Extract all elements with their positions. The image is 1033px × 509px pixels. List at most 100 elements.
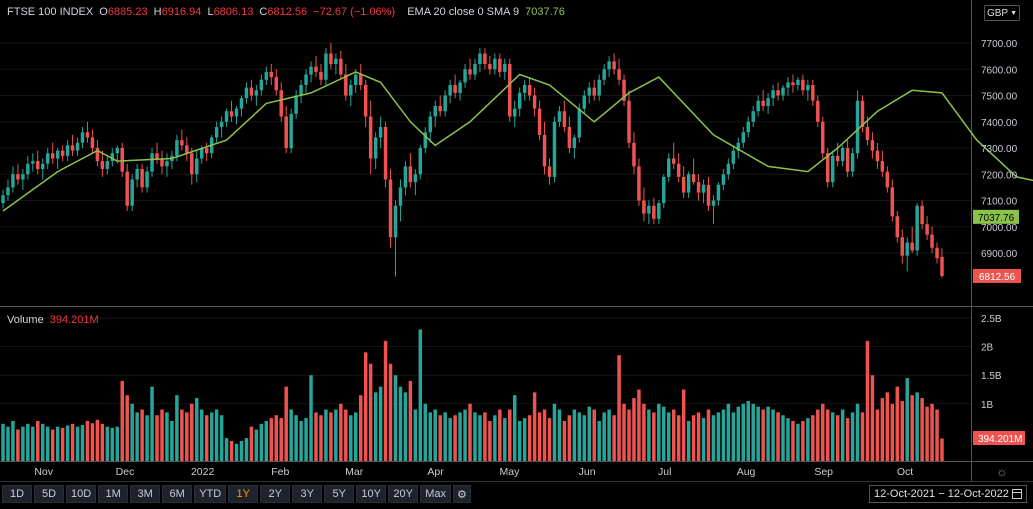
volume-bar[interactable] [741, 403, 746, 461]
candle-body[interactable] [309, 66, 313, 75]
candle-body[interactable] [512, 108, 517, 117]
candle-body[interactable] [791, 82, 795, 85]
volume-bar[interactable] [229, 440, 234, 461]
volume-bar[interactable] [562, 420, 567, 461]
volume-bar[interactable] [557, 409, 562, 461]
candle-body[interactable] [880, 161, 885, 172]
volume-bar[interactable] [289, 409, 293, 461]
volume-bar[interactable] [60, 427, 65, 461]
volume-bar[interactable] [175, 395, 179, 461]
candle-body[interactable] [592, 87, 596, 96]
range-button-5y[interactable]: 5Y [324, 485, 355, 503]
volume-bar[interactable] [478, 415, 482, 461]
volume-bar[interactable] [403, 392, 408, 461]
candle-body[interactable] [468, 69, 472, 75]
volume-bar[interactable] [696, 412, 701, 461]
volume-bar[interactable] [830, 412, 835, 461]
candle-body[interactable] [60, 150, 65, 156]
volume-bar[interactable] [408, 380, 413, 461]
candle-body[interactable] [557, 111, 562, 122]
candle-body[interactable] [428, 116, 433, 133]
candle-body[interactable] [204, 148, 209, 154]
candle-body[interactable] [567, 127, 572, 148]
volume-bar[interactable] [438, 415, 442, 461]
candle-body[interactable] [344, 74, 348, 96]
candle-body[interactable] [587, 87, 591, 96]
volume-bar[interactable] [676, 415, 681, 461]
candle-body[interactable] [418, 148, 423, 175]
candle-body[interactable] [45, 153, 50, 164]
candle-body[interactable] [736, 142, 741, 151]
volume-bar[interactable] [383, 340, 388, 461]
range-button-1y[interactable]: 1Y [228, 485, 259, 503]
volume-bar[interactable] [309, 375, 313, 461]
candle-body[interactable] [264, 71, 269, 80]
volume-bar[interactable] [339, 403, 343, 461]
volume-bar[interactable] [349, 415, 353, 461]
volume-bar[interactable] [940, 438, 944, 461]
volume-bar[interactable] [602, 412, 606, 461]
candle-body[interactable] [383, 127, 388, 180]
candle-body[interactable] [801, 79, 805, 91]
volume-bar[interactable] [125, 395, 129, 461]
candle-body[interactable] [388, 179, 393, 238]
candle-body[interactable] [657, 203, 661, 219]
candle-body[interactable] [219, 121, 224, 127]
volume-bar[interactable] [80, 424, 85, 461]
volume-bar[interactable] [185, 412, 189, 461]
volume-bar[interactable] [413, 409, 418, 461]
candle-body[interactable] [517, 92, 522, 109]
date-range-field[interactable]: 12-Oct-2021 − 12-Oct-2022 [869, 485, 1027, 503]
candle-body[interactable] [195, 158, 199, 175]
candle-body[interactable] [542, 134, 547, 167]
candle-body[interactable] [393, 205, 398, 238]
volume-bar[interactable] [498, 409, 502, 461]
range-button-20y[interactable]: 20Y [388, 485, 419, 503]
volume-bar[interactable] [279, 418, 283, 461]
candle-body[interactable] [771, 90, 775, 99]
candle-body[interactable] [140, 169, 144, 188]
volume-bar[interactable] [706, 409, 711, 461]
volume-bar[interactable] [781, 415, 785, 461]
volume-bar[interactable] [860, 412, 865, 461]
candle-body[interactable] [915, 205, 919, 251]
volume-bar[interactable] [870, 375, 875, 461]
candle-body[interactable] [821, 121, 825, 154]
volume-bar[interactable] [190, 403, 194, 461]
volume-bar[interactable] [671, 409, 676, 461]
volume-bar[interactable] [239, 440, 244, 461]
candle-body[interactable] [940, 256, 944, 276]
volume-bar[interactable] [483, 412, 487, 461]
candle-body[interactable] [478, 53, 482, 65]
volume-bar[interactable] [165, 412, 169, 461]
candle-body[interactable] [408, 166, 413, 183]
volume-bar[interactable] [746, 400, 750, 461]
candle-body[interactable] [95, 148, 100, 162]
candle-body[interactable] [622, 79, 626, 101]
volume-bar[interactable] [294, 415, 298, 461]
volume-bar[interactable] [855, 403, 860, 461]
candle-body[interactable] [637, 166, 641, 201]
candle-body[interactable] [840, 148, 845, 162]
candle-body[interactable] [746, 121, 750, 133]
volume-bar[interactable] [751, 403, 755, 461]
volume-bar[interactable] [6, 426, 10, 461]
candle-body[interactable] [547, 166, 552, 177]
candle-body[interactable] [796, 79, 800, 85]
candle-body[interactable] [781, 87, 785, 96]
candle-body[interactable] [652, 205, 656, 219]
volume-bar[interactable] [130, 403, 134, 461]
volume-bar[interactable] [75, 426, 80, 461]
volume-bar[interactable] [716, 412, 721, 461]
candle-body[interactable] [155, 153, 159, 159]
candle-body[interactable] [667, 158, 671, 177]
volume-bar[interactable] [915, 392, 919, 461]
volume-bar[interactable] [299, 420, 303, 461]
candle-body[interactable] [607, 61, 611, 70]
candle-body[interactable] [80, 132, 85, 143]
candle-body[interactable] [582, 95, 587, 109]
volume-bar[interactable] [110, 427, 115, 461]
volume-bar[interactable] [373, 392, 378, 461]
candle-body[interactable] [1, 195, 5, 204]
candle-body[interactable] [731, 150, 736, 164]
